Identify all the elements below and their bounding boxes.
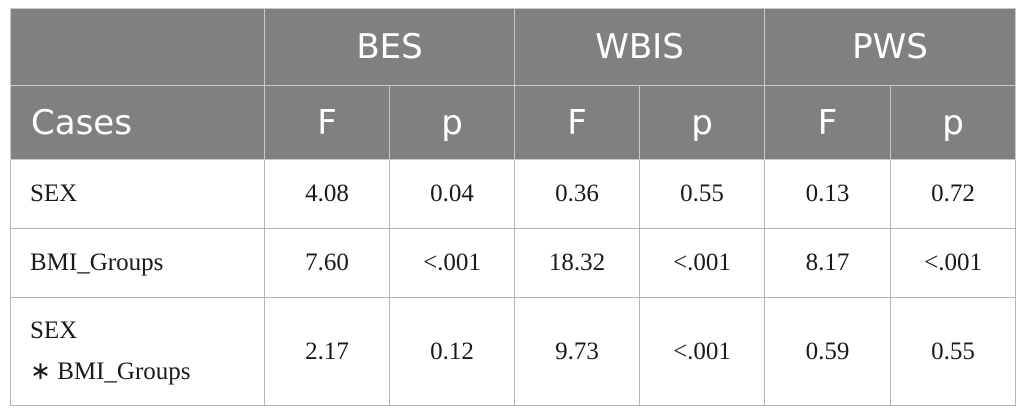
bes-f-value: 4.08 (264, 159, 390, 229)
pws-f-header: F (764, 85, 892, 160)
bes-p-value: <.001 (388, 228, 516, 298)
wbis-p-value: <.001 (639, 297, 766, 406)
case-label-line1: SEX (30, 317, 78, 344)
wbis-p-header: p (639, 85, 766, 160)
pws-f-value: 0.13 (764, 159, 892, 229)
wbis-p-value: 0.55 (639, 159, 766, 229)
pws-p-value: 0.72 (890, 159, 1017, 229)
cases-header: Cases (10, 85, 265, 160)
sub-header-row: Cases F p F p F p (10, 85, 1017, 160)
statistics-table: BES WBIS PWS Cases F p F p F p SEX 4.08 … (10, 8, 1017, 406)
bes-p-value: 0.12 (388, 297, 516, 406)
pws-p-header: p (890, 85, 1017, 160)
case-label: SEX ∗ BMI_Groups (10, 297, 265, 406)
interaction-star-symbol: ∗ (30, 356, 51, 385)
group-header-wbis: WBIS (514, 8, 766, 86)
empty-corner-cell (10, 8, 265, 86)
wbis-p-value: <.001 (639, 228, 766, 298)
wbis-f-value: 0.36 (514, 159, 641, 229)
table-row: SEX 4.08 0.04 0.36 0.55 0.13 0.72 (10, 159, 1017, 229)
case-label: SEX (10, 159, 265, 229)
group-header-row: BES WBIS PWS (10, 8, 1017, 86)
wbis-f-value: 9.73 (514, 297, 641, 406)
case-label-line2: BMI_Groups (50, 358, 191, 385)
table-row: SEX ∗ BMI_Groups 2.17 0.12 9.73 <.001 0.5… (10, 297, 1017, 406)
case-label: BMI_Groups (10, 228, 265, 298)
table-header: BES WBIS PWS Cases F p F p F p (10, 8, 1017, 160)
bes-f-header: F (264, 85, 390, 160)
group-header-bes: BES (263, 8, 516, 86)
pws-p-value: 0.55 (890, 297, 1017, 406)
wbis-f-header: F (514, 85, 641, 160)
bes-p-value: 0.04 (388, 159, 516, 229)
bes-f-value: 7.60 (264, 228, 390, 298)
pws-p-value: <.001 (890, 228, 1017, 298)
pws-f-value: 0.59 (764, 297, 892, 406)
bes-p-header: p (388, 85, 516, 160)
pws-f-value: 8.17 (764, 228, 892, 298)
group-header-pws: PWS (764, 8, 1017, 86)
bes-f-value: 2.17 (264, 297, 390, 406)
table-row: BMI_Groups 7.60 <.001 18.32 <.001 8.17 <… (10, 228, 1017, 298)
wbis-f-value: 18.32 (514, 228, 641, 298)
table-body: SEX 4.08 0.04 0.36 0.55 0.13 0.72 BMI_Gr… (10, 159, 1017, 406)
